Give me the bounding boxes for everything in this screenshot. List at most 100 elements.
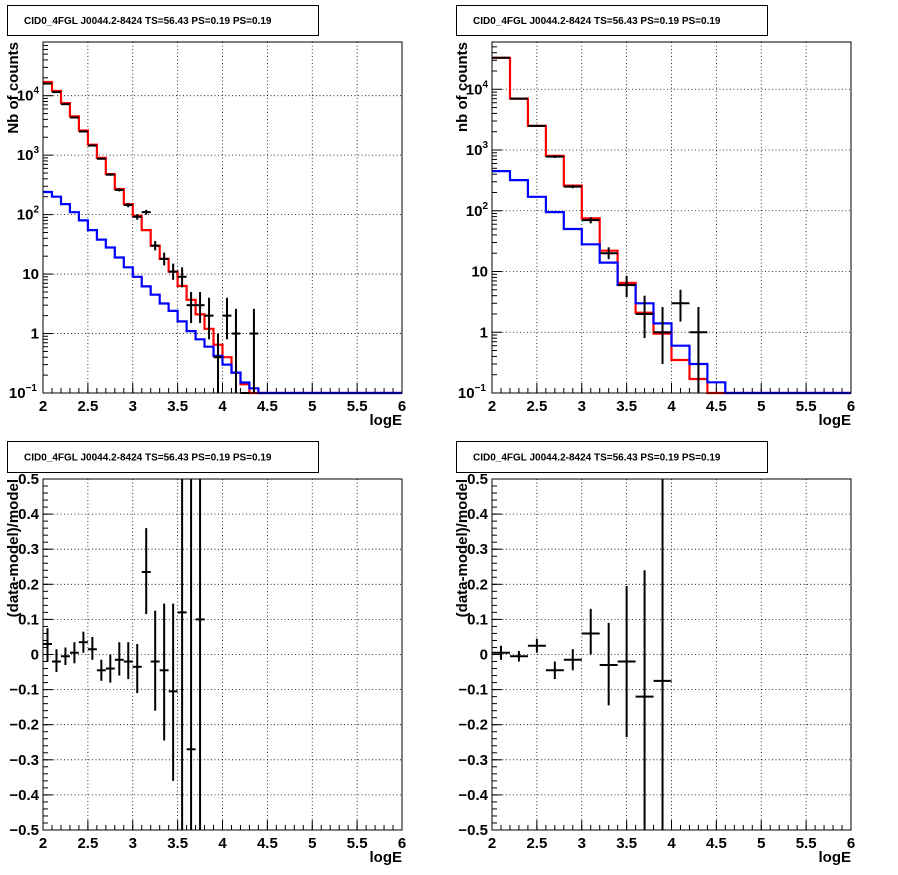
- data-point: [168, 263, 178, 280]
- y-tick-label: 0.4: [467, 506, 489, 523]
- data-point: [581, 217, 600, 224]
- x-tick-label: 2: [39, 398, 47, 415]
- x-tick-label: 3.5: [167, 398, 188, 415]
- y-tick-label: −0.1: [9, 682, 39, 699]
- chart-title: CID0_4FGL J0044.2-8424 TS=56.43 PS=0.19 …: [24, 16, 272, 27]
- y-tick-label: −0.3: [9, 752, 39, 769]
- chart-title-box: [7, 441, 319, 473]
- x-tick-label: 4.5: [257, 835, 278, 852]
- data-point: [132, 214, 142, 220]
- x-tick-label: 4.5: [257, 398, 278, 415]
- x-tick-label: 5: [757, 398, 765, 415]
- y-tick-label: 1: [31, 326, 39, 343]
- y-tick-label: 0.5: [18, 471, 39, 488]
- x-tick-label: 4.5: [706, 398, 727, 415]
- y-tick-label: 0.3: [467, 541, 488, 558]
- plot-frame: [491, 478, 852, 831]
- x-tick-label: 4: [218, 398, 227, 415]
- x-tick-label: 4: [667, 398, 676, 415]
- data-point: [51, 649, 61, 673]
- series-line-2: [43, 190, 402, 395]
- data-point: [213, 333, 223, 393]
- data-point: [168, 603, 178, 781]
- data-point: [545, 661, 564, 680]
- x-tick-label: 2: [488, 835, 496, 852]
- x-tick-label: 6: [847, 835, 855, 852]
- data-point: [689, 307, 708, 393]
- data-point: [204, 297, 214, 340]
- x-tick-label: 5: [308, 835, 316, 852]
- data-point: [78, 130, 88, 133]
- chart-title: CID0_4FGL J0044.2-8424 TS=56.43 PS=0.19 …: [24, 453, 272, 464]
- x-tick-label: 2: [488, 398, 496, 415]
- data-point: [159, 252, 169, 266]
- x-tick-label: 2.5: [526, 398, 547, 415]
- data-point: [123, 202, 133, 208]
- chart-panel-1: CID0_4FGL J0044.2-8424 TS=56.43 PS=0.19 …: [5, 5, 406, 429]
- data-point: [132, 643, 142, 694]
- x-tick-label: 5.5: [796, 398, 817, 415]
- x-axis-label: logE: [370, 849, 403, 866]
- data-point: [653, 479, 672, 830]
- y-tick-label: −0.4: [9, 787, 39, 804]
- data-point: [177, 267, 187, 288]
- y-tick-label: 0.1: [467, 611, 488, 628]
- data-point: [195, 291, 205, 324]
- y-tick-label: 10: [22, 266, 39, 283]
- plot-frame: [42, 478, 403, 831]
- x-tick-label: 5: [308, 398, 316, 415]
- data-point: [43, 628, 52, 662]
- y-axis-label: Nb of counts: [5, 42, 22, 134]
- y-tick-label: 103: [17, 145, 40, 164]
- data-point: [114, 642, 124, 676]
- y-tick-label: 0.2: [18, 576, 39, 593]
- data-point: [186, 479, 196, 830]
- chart-panel-3: CID0_4FGL J0044.2-8424 TS=56.43 PS=0.19 …: [5, 441, 406, 866]
- data-point: [78, 631, 88, 653]
- y-tick-label: 0.5: [467, 471, 488, 488]
- data-point: [599, 622, 618, 706]
- y-tick-label: 0.2: [467, 576, 488, 593]
- x-tick-label: 3: [129, 398, 137, 415]
- y-tick-label: 102: [466, 201, 489, 220]
- y-tick-label: 10−1: [458, 383, 487, 402]
- y-tick-label: 10−1: [9, 383, 38, 402]
- data-point: [114, 188, 124, 192]
- y-tick-label: −0.4: [458, 787, 488, 804]
- y-tick-label: 104: [17, 86, 40, 105]
- data-point: [186, 291, 196, 324]
- chart-title: CID0_4FGL J0044.2-8424 TS=56.43 PS=0.19 …: [473, 16, 721, 27]
- x-tick-label: 2: [39, 835, 47, 852]
- data-point: [51, 91, 61, 94]
- data-point: [617, 275, 636, 298]
- data-point: [141, 528, 151, 615]
- data-point: [159, 603, 169, 741]
- y-tick-label: −0.5: [9, 822, 39, 839]
- x-tick-label: 3: [578, 835, 586, 852]
- y-tick-label: 104: [466, 79, 489, 98]
- x-tick-label: 3.5: [616, 835, 637, 852]
- x-axis-label: logE: [819, 412, 852, 429]
- y-tick-label: 103: [466, 140, 489, 159]
- data-point: [141, 209, 151, 215]
- x-tick-label: 5.5: [347, 398, 368, 415]
- y-tick-label: 0.1: [18, 611, 39, 628]
- x-tick-label: 2.5: [77, 398, 98, 415]
- data-point: [96, 157, 106, 160]
- x-tick-label: 4: [218, 835, 227, 852]
- y-axis-label: (data-model)/model: [5, 479, 22, 617]
- data-point: [509, 97, 528, 100]
- data-point: [105, 654, 115, 683]
- data-point: [249, 308, 259, 393]
- x-axis-label: logE: [819, 849, 852, 866]
- data-point: [195, 479, 205, 830]
- data-point: [545, 155, 564, 158]
- data-point: [87, 144, 97, 147]
- y-axis-label: nb of counts: [454, 42, 471, 132]
- data-point: [150, 241, 160, 251]
- x-tick-label: 4.5: [706, 835, 727, 852]
- data-point: [527, 638, 546, 653]
- data-point: [105, 173, 115, 176]
- data-point: [581, 608, 600, 655]
- data-point: [69, 116, 79, 119]
